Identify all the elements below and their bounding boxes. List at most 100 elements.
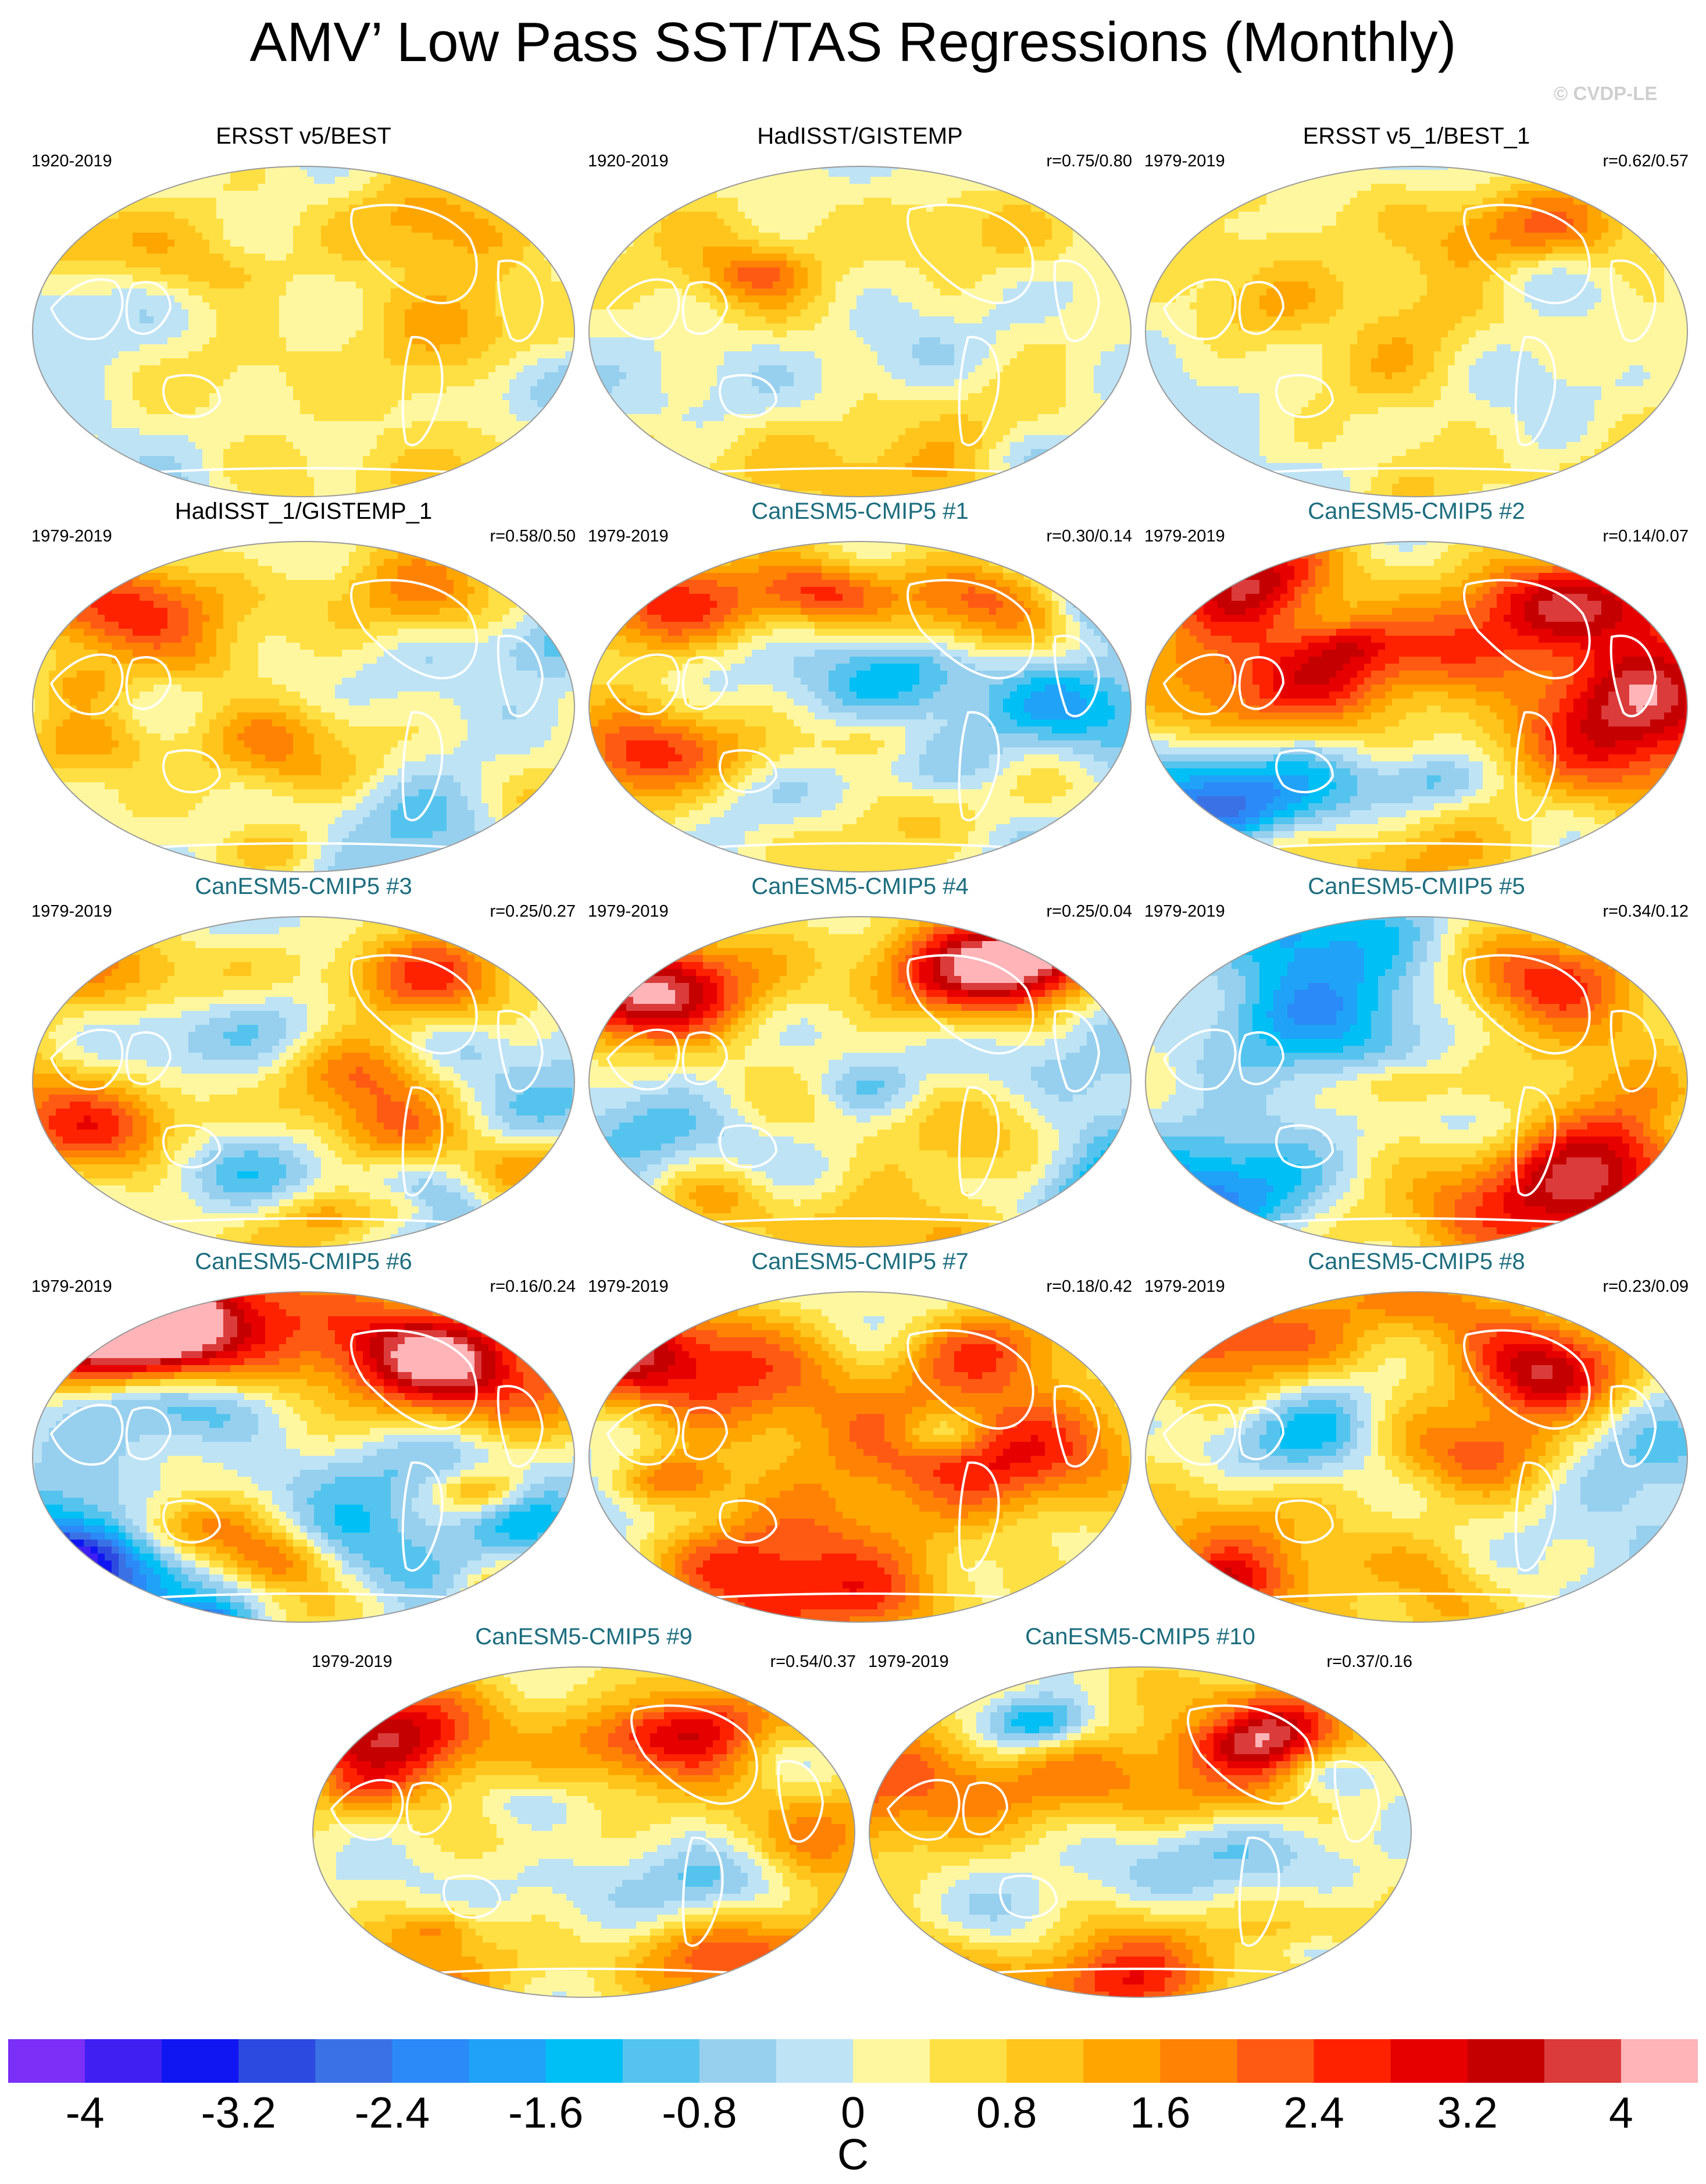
map-boundary bbox=[32, 166, 575, 497]
map-boundary bbox=[32, 1291, 575, 1623]
map-plot bbox=[1145, 916, 1688, 1248]
panel-years: 1979-2019 bbox=[1144, 526, 1225, 546]
colorbar-swatch bbox=[545, 2039, 623, 2083]
map-boundary bbox=[588, 166, 1132, 497]
map-plot bbox=[32, 1291, 575, 1623]
colorbar-swatch bbox=[162, 2039, 239, 2083]
map-plot bbox=[869, 1666, 1412, 1998]
panel-years: 1979-2019 bbox=[31, 526, 112, 546]
colorbar-tick-label: 0 bbox=[795, 2089, 911, 2136]
map-panel: CanESM5-CMIP5 #3 1979-2019 r=0.25/0.27 bbox=[28, 872, 579, 1250]
panel-correlation: r=0.37/0.16 bbox=[1326, 1652, 1412, 1672]
map-panel: CanESM5-CMIP5 #2 1979-2019 r=0.14/0.07 bbox=[1141, 497, 1692, 875]
colorbar-tick-label: 4 bbox=[1563, 2089, 1679, 2136]
map-panel: ERSST v5_1/BEST_1 1979-2019 r=0.62/0.57 bbox=[1141, 122, 1692, 500]
map-plot bbox=[32, 166, 575, 497]
panel-years: 1979-2019 bbox=[588, 526, 669, 546]
map-panel: HadISST_1/GISTEMP_1 1979-2019 r=0.58/0.50 bbox=[28, 497, 579, 875]
page-title: AMV’ Low Pass SST/TAS Regressions (Month… bbox=[0, 10, 1706, 74]
colorbar-tick-label: -0.8 bbox=[641, 2089, 758, 2136]
map-boundary bbox=[312, 1666, 855, 1998]
panel-years: 1979-2019 bbox=[868, 1652, 949, 1672]
map-field bbox=[1145, 541, 1687, 872]
colorbar-tick-label: 1.6 bbox=[1102, 2089, 1218, 2136]
map-boundary bbox=[588, 1291, 1132, 1623]
map-panel: CanESM5-CMIP5 #4 1979-2019 r=0.25/0.04 bbox=[584, 872, 1136, 1250]
colorbar-tick-label: -2.4 bbox=[334, 2089, 450, 2136]
colorbar-swatch bbox=[622, 2039, 700, 2083]
map-plot bbox=[32, 541, 575, 872]
map-boundary bbox=[588, 541, 1132, 872]
colorbar-swatch bbox=[1544, 2039, 1622, 2083]
panel-years: 1979-2019 bbox=[1144, 1277, 1225, 1296]
colorbar-swatch bbox=[85, 2039, 162, 2083]
panel-years: 1979-2019 bbox=[312, 1652, 392, 1672]
colorbar-tick-label: -3.2 bbox=[180, 2089, 297, 2136]
panel-title: CanESM5-CMIP5 #5 bbox=[1141, 872, 1692, 900]
panel-correlation: r=0.34/0.12 bbox=[1603, 902, 1689, 921]
panel-title: ERSST v5_1/BEST_1 bbox=[1141, 122, 1692, 150]
panel-title: CanESM5-CMIP5 #6 bbox=[28, 1248, 579, 1276]
map-boundary bbox=[588, 916, 1132, 1248]
panel-correlation: r=0.14/0.07 bbox=[1603, 526, 1689, 546]
colorbar-swatch bbox=[699, 2039, 777, 2083]
map-plot bbox=[1145, 166, 1688, 497]
panel-years: 1979-2019 bbox=[1144, 151, 1225, 171]
panel-correlation: r=0.54/0.37 bbox=[770, 1652, 856, 1672]
map-panel: HadISST/GISTEMP 1920-2019 r=0.75/0.80 bbox=[584, 122, 1136, 500]
panel-correlation: r=0.62/0.57 bbox=[1603, 151, 1689, 171]
panel-title: CanESM5-CMIP5 #2 bbox=[1141, 497, 1692, 525]
colorbar-swatch bbox=[1007, 2039, 1084, 2083]
map-panel: CanESM5-CMIP5 #7 1979-2019 r=0.18/0.42 bbox=[584, 1248, 1136, 1626]
colorbar-tick-label: 3.2 bbox=[1409, 2089, 1526, 2136]
map-panel: CanESM5-CMIP5 #6 1979-2019 r=0.16/0.24 bbox=[28, 1248, 579, 1626]
panel-title: CanESM5-CMIP5 #1 bbox=[584, 497, 1136, 525]
panel-correlation: r=0.58/0.50 bbox=[490, 526, 576, 546]
map-panel: CanESM5-CMIP5 #1 1979-2019 r=0.30/0.14 bbox=[584, 497, 1136, 875]
panel-correlation: r=0.16/0.24 bbox=[490, 1277, 576, 1296]
map-panel: CanESM5-CMIP5 #10 1979-2019 r=0.37/0.16 bbox=[865, 1623, 1416, 2001]
map-panel: CanESM5-CMIP5 #9 1979-2019 r=0.54/0.37 bbox=[308, 1623, 859, 2001]
panel-correlation: r=0.23/0.09 bbox=[1603, 1277, 1689, 1296]
map-boundary bbox=[32, 916, 575, 1248]
panel-years: 1920-2019 bbox=[588, 151, 669, 171]
panel-title: HadISST_1/GISTEMP_1 bbox=[28, 497, 579, 525]
map-plot bbox=[588, 1291, 1132, 1623]
map-boundary bbox=[1145, 541, 1688, 872]
colorbar-swatch bbox=[1621, 2039, 1698, 2083]
panel-years: 1920-2019 bbox=[31, 151, 112, 171]
panel-years: 1979-2019 bbox=[1144, 902, 1225, 921]
map-plot bbox=[312, 1666, 855, 1998]
map-plot bbox=[1145, 541, 1688, 872]
map-panel: CanESM5-CMIP5 #5 1979-2019 r=0.34/0.12 bbox=[1141, 872, 1692, 1250]
colorbar-swatch bbox=[1314, 2039, 1391, 2083]
panel-title: CanESM5-CMIP5 #8 bbox=[1141, 1248, 1692, 1276]
panel-correlation: r=0.25/0.27 bbox=[490, 902, 576, 921]
colorbar-unit: C bbox=[795, 2131, 911, 2178]
colorbar-swatch bbox=[1467, 2039, 1545, 2083]
panel-title: ERSST v5/BEST bbox=[28, 122, 579, 150]
map-panel: CanESM5-CMIP5 #8 1979-2019 r=0.23/0.09 bbox=[1141, 1248, 1692, 1626]
map-boundary bbox=[1145, 166, 1688, 497]
panel-title: CanESM5-CMIP5 #10 bbox=[865, 1623, 1416, 1651]
panel-years: 1979-2019 bbox=[31, 1277, 112, 1296]
map-plot bbox=[32, 916, 575, 1248]
panel-correlation: r=0.30/0.14 bbox=[1046, 526, 1132, 546]
map-plot bbox=[588, 166, 1132, 497]
colorbar-swatch bbox=[1390, 2039, 1468, 2083]
watermark: © CVDP-LE bbox=[1554, 83, 1657, 105]
panel-title: CanESM5-CMIP5 #3 bbox=[28, 872, 579, 900]
map-panel: ERSST v5/BEST 1920-2019 bbox=[28, 122, 579, 500]
panel-title: CanESM5-CMIP5 #9 bbox=[308, 1623, 859, 1651]
panel-title: CanESM5-CMIP5 #4 bbox=[584, 872, 1136, 900]
colorbar-swatch bbox=[776, 2039, 854, 2083]
colorbar-swatch bbox=[8, 2039, 85, 2083]
panel-correlation: r=0.75/0.80 bbox=[1046, 151, 1132, 171]
panel-years: 1979-2019 bbox=[31, 902, 112, 921]
colorbar-swatch bbox=[1237, 2039, 1315, 2083]
panel-years: 1979-2019 bbox=[588, 902, 669, 921]
colorbar bbox=[8, 2039, 1698, 2083]
panel-title: CanESM5-CMIP5 #7 bbox=[584, 1248, 1136, 1276]
colorbar-swatch bbox=[238, 2039, 316, 2083]
colorbar-swatch bbox=[1083, 2039, 1161, 2083]
